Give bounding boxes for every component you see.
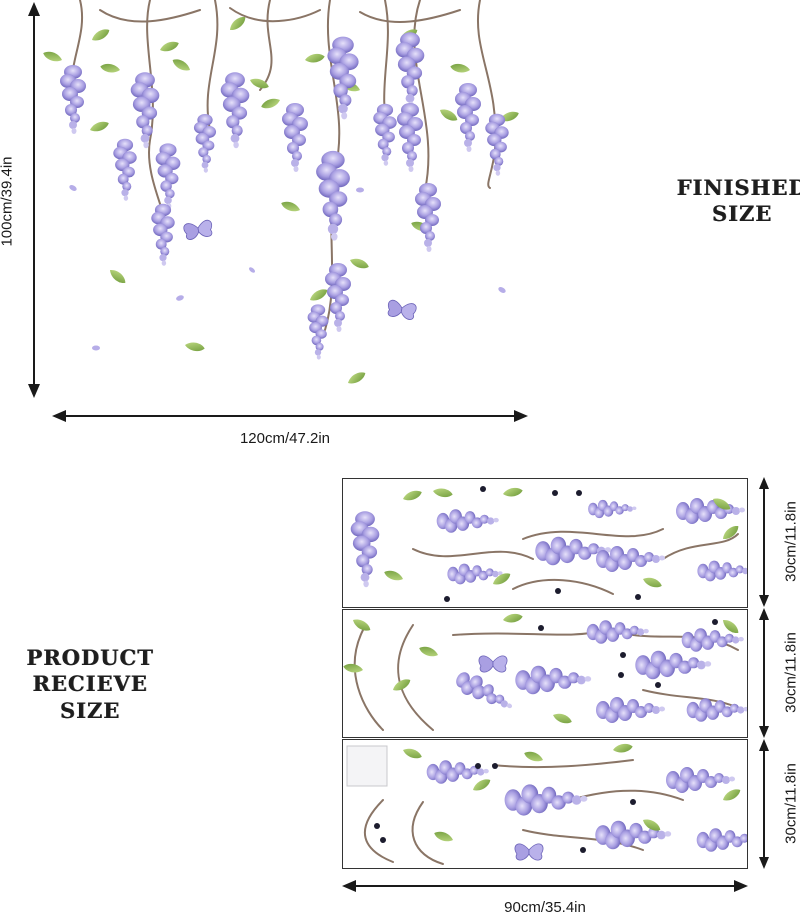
finished-heading-line2: SIZE [711, 201, 773, 227]
sticker-preview-thumb [346, 745, 388, 787]
butterfly-icon [182, 219, 215, 241]
product-size-heading: PRODUCT RECIEVE SIZE [0, 645, 180, 724]
sheet-1-art [350, 486, 747, 602]
sticker-sheet-2 [342, 609, 748, 738]
finished-width-label: 120cm/47.2in [239, 430, 331, 447]
sheet-2-height-label: 30cm/11.8in [782, 632, 800, 713]
finished-height-arrow [28, 2, 40, 398]
finished-height-label: 100cm/39.4in [0, 156, 16, 247]
sticker-sheet-1 [342, 478, 748, 608]
product-heading-line2: RECIEVE SIZE [32, 671, 148, 723]
product-heading-line1: PRODUCT [26, 645, 154, 670]
foliage [41, 13, 521, 387]
sticker-sheet-3 [342, 739, 748, 869]
butterfly-icon [385, 299, 418, 321]
vines [69, 0, 497, 331]
sheet-3-art [346, 742, 747, 865]
sheet-2-height-arrow [759, 608, 769, 738]
falling-petals [69, 185, 506, 351]
sheet-1-height-label: 30cm/11.8in [782, 501, 800, 582]
wisteria-clusters [60, 32, 509, 360]
product-width-label: 90cm/35.4in [504, 899, 586, 916]
sheet-3-height-arrow [759, 739, 769, 869]
finished-size-heading: FINISHED SIZE [672, 175, 800, 228]
sheet-1-height-arrow [759, 477, 769, 607]
finished-wall-illustration [41, 0, 521, 387]
finished-heading-line1: FINISHED [676, 175, 800, 200]
sheet-2-art [343, 612, 747, 731]
sheet-3-height-label: 30cm/11.8in [782, 763, 800, 844]
product-width-arrow [342, 880, 748, 892]
finished-width-arrow [52, 410, 528, 422]
